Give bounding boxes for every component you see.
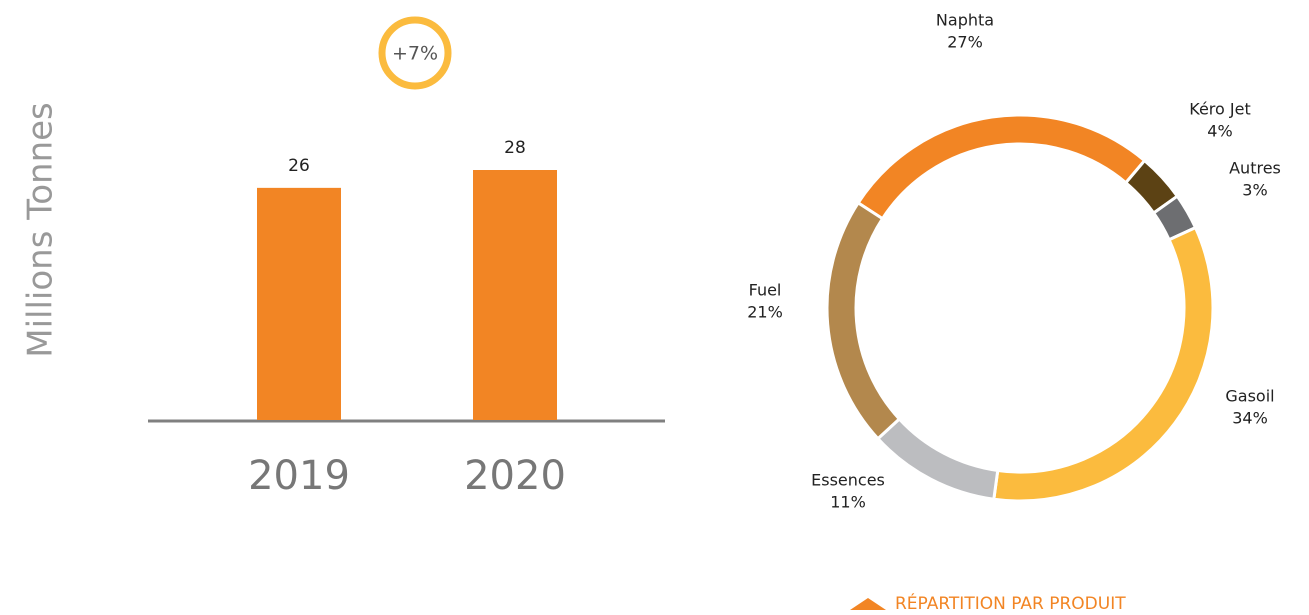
slice-label: Autres	[1229, 159, 1281, 178]
caption: RÉPARTITION PAR PRODUIT	[895, 592, 1126, 614]
bar	[257, 187, 341, 420]
donut-slice	[992, 225, 1215, 503]
annotation: +7%	[392, 43, 438, 65]
slice-value: 34%	[1232, 409, 1268, 428]
slice-value: 21%	[747, 303, 783, 322]
annotation-ring	[378, 16, 452, 90]
slice-value: 27%	[947, 33, 983, 52]
caption-arrow	[850, 598, 886, 610]
slice-value: 3%	[1242, 181, 1267, 200]
donut-slice	[875, 416, 1000, 501]
x-tick-label: 2019	[248, 453, 350, 499]
slice-label: Gasoil	[1225, 387, 1274, 406]
slice-value: 11%	[830, 493, 866, 512]
slice-value: 4%	[1207, 122, 1232, 141]
bar	[473, 170, 557, 420]
slice-label: Kéro Jet	[1189, 100, 1250, 119]
data-label: 28	[504, 138, 526, 158]
slice-label: Essences	[811, 471, 885, 490]
data-label: 26	[288, 156, 310, 176]
slice-label: Fuel	[749, 281, 782, 300]
y-axis-label: Millions Tonnes	[21, 102, 61, 358]
donut-slice	[825, 200, 902, 441]
x-tick-label: 2020	[464, 453, 566, 499]
donut-slice	[856, 113, 1147, 221]
slice-label: Naphta	[936, 11, 994, 30]
